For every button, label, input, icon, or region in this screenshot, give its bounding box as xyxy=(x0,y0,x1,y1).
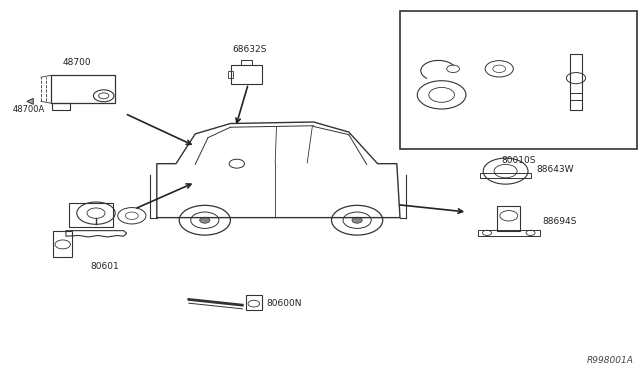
Circle shape xyxy=(352,217,362,223)
Bar xyxy=(497,206,520,231)
Bar xyxy=(478,230,540,236)
Bar xyxy=(400,11,637,149)
Text: R998001A: R998001A xyxy=(587,356,634,365)
Bar xyxy=(52,103,70,110)
Text: 88694S: 88694S xyxy=(542,217,577,226)
Text: 80600N: 80600N xyxy=(266,299,301,308)
Bar xyxy=(231,65,262,84)
Text: 88643W: 88643W xyxy=(536,165,574,174)
Polygon shape xyxy=(27,98,33,104)
Bar xyxy=(480,173,531,178)
Bar xyxy=(246,295,262,310)
Text: 48700A: 48700A xyxy=(13,105,45,114)
Bar xyxy=(51,75,115,103)
Bar xyxy=(570,54,582,110)
Bar xyxy=(53,231,72,257)
Text: 80010S: 80010S xyxy=(501,156,536,165)
Bar xyxy=(228,71,233,78)
Text: 48700: 48700 xyxy=(63,58,91,67)
Bar xyxy=(241,60,252,65)
Text: 68632S: 68632S xyxy=(232,45,267,54)
Circle shape xyxy=(200,217,210,223)
Bar xyxy=(69,203,113,227)
Text: 80601: 80601 xyxy=(90,262,118,271)
